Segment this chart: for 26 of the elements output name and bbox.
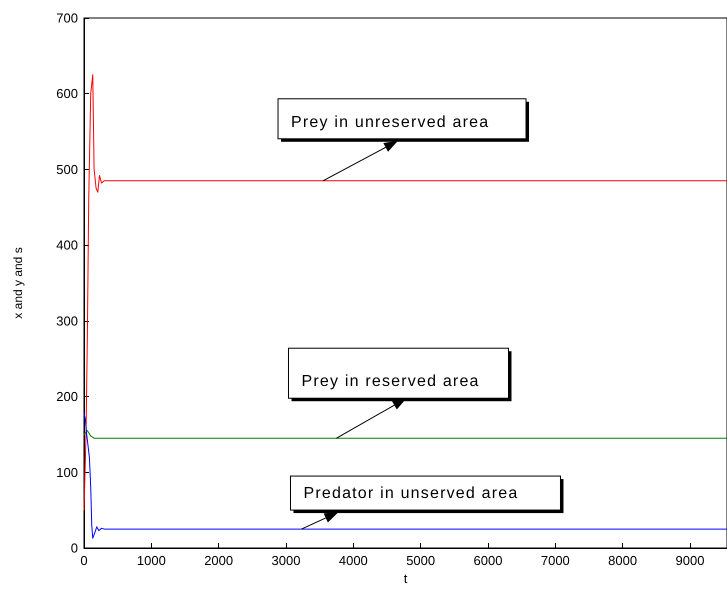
x-tick-label: 9000: [676, 553, 704, 568]
x-tick-label: 6000: [474, 553, 502, 568]
annotation: Predator in unserved area: [303, 485, 518, 502]
x-tick-label: 3000: [272, 553, 300, 568]
annotation: Prey in reserved area: [301, 373, 480, 390]
line-series: [84, 412, 727, 539]
y-tick-label: 500: [56, 162, 78, 177]
annotation: Prey in unreserved area: [291, 114, 490, 131]
x-tick-label: 4000: [338, 553, 368, 568]
y-axis-title: x and y and s: [11, 247, 25, 319]
y-tick-label: 700: [56, 10, 78, 26]
y-tick-label: 400: [56, 238, 78, 253]
line-series: [84, 74, 727, 511]
line-series: [84, 430, 727, 439]
x-tick-label: 8000: [608, 553, 638, 568]
x-tick-label: 7000: [540, 553, 570, 568]
x-tick-label: 5000: [406, 553, 436, 568]
x-tick-label: 0: [80, 553, 88, 568]
y-tick-label: 200: [56, 389, 78, 404]
y-tick-label: 300: [56, 313, 78, 328]
x-tick-label: 1000: [136, 553, 166, 568]
y-tick-label: 0: [70, 540, 78, 556]
x-axis-title: t: [404, 571, 408, 586]
y-tick-label: 600: [56, 86, 78, 102]
x-tick-label: 2000: [204, 553, 234, 568]
y-tick-label: 100: [56, 464, 78, 480]
